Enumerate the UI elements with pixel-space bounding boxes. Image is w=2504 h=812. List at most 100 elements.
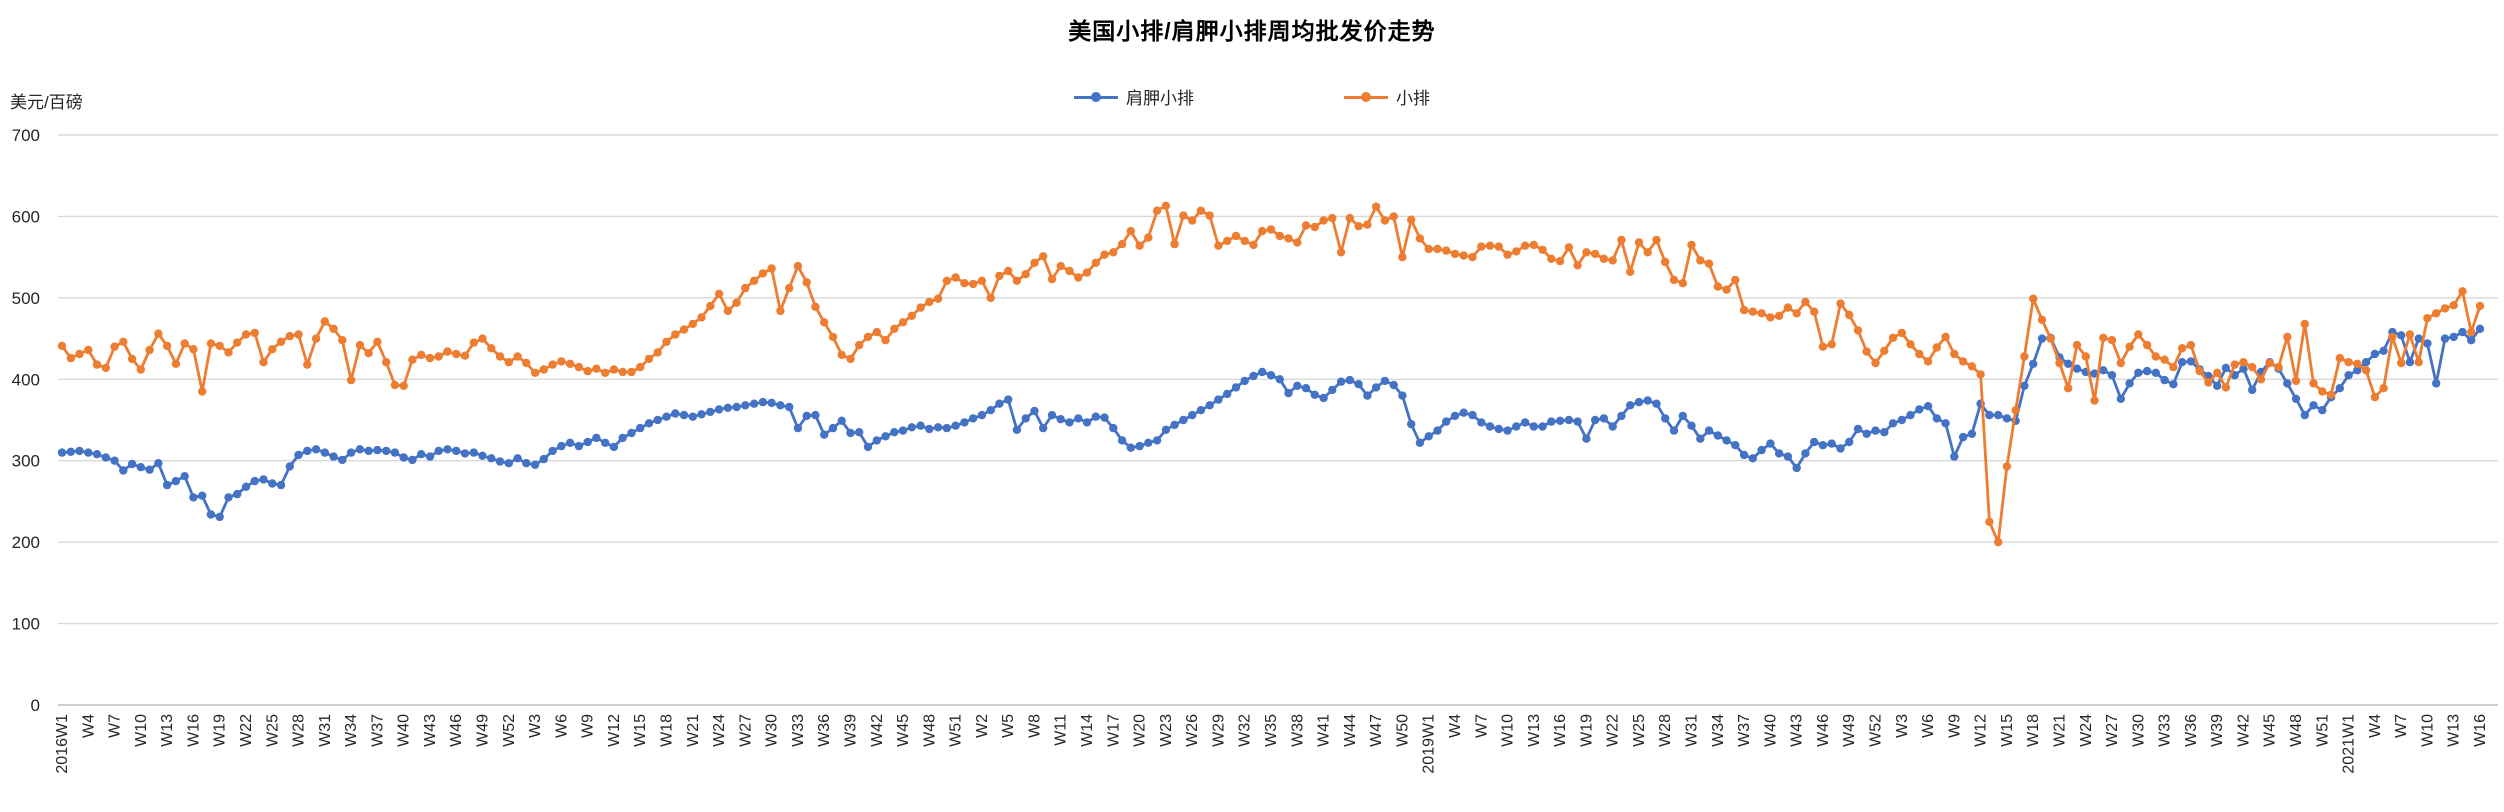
svg-text:W16: W16: [185, 714, 202, 747]
svg-text:200: 200: [12, 533, 40, 552]
svg-text:W34: W34: [343, 714, 360, 747]
y-axis-unit-label: 美元/百磅: [10, 93, 83, 112]
svg-text:W37: W37: [369, 714, 386, 747]
svg-text:W24: W24: [2078, 714, 2095, 747]
legend-item-shoulder-ribs: 肩胛小排: [1074, 84, 1194, 109]
svg-text:W25: W25: [1631, 714, 1648, 747]
svg-text:W15: W15: [1999, 714, 2016, 747]
svg-text:W40: W40: [396, 714, 413, 747]
svg-text:W8: W8: [1026, 714, 1043, 738]
svg-text:W36: W36: [2183, 714, 2200, 747]
blue-line-marker-icon: [1074, 91, 1118, 102]
svg-text:0: 0: [31, 696, 40, 715]
svg-text:W17: W17: [1105, 714, 1122, 747]
svg-text:W7: W7: [1473, 714, 1490, 738]
svg-text:W3: W3: [527, 714, 544, 738]
svg-text:W24: W24: [711, 714, 728, 747]
svg-text:W6: W6: [553, 714, 570, 738]
legend-label-shoulder-ribs: 肩胛小排: [1126, 89, 1194, 108]
svg-text:2019W1: 2019W1: [1421, 714, 1438, 774]
svg-text:300: 300: [12, 452, 40, 471]
svg-text:W22: W22: [238, 714, 255, 747]
svg-text:W42: W42: [2235, 714, 2252, 747]
svg-text:W29: W29: [1210, 714, 1227, 747]
series-ribs: [57, 201, 2485, 547]
svg-text:W23: W23: [1158, 714, 1175, 747]
svg-text:W21: W21: [685, 714, 702, 747]
legend-dot: [1361, 91, 1371, 102]
svg-text:W31: W31: [1684, 714, 1701, 747]
svg-text:W28: W28: [291, 714, 308, 747]
legend-label-ribs: 小排: [1396, 89, 1430, 108]
svg-text:W52: W52: [501, 714, 518, 747]
svg-text:W41: W41: [1316, 714, 1333, 747]
svg-text:W31: W31: [317, 714, 334, 747]
svg-text:W13: W13: [1526, 714, 1543, 747]
svg-text:500: 500: [12, 289, 40, 308]
chart-title: 美国小排/肩胛小排周均批发价走势: [1068, 18, 1436, 44]
svg-text:W9: W9: [1946, 714, 1963, 738]
svg-text:W48: W48: [921, 714, 938, 747]
svg-text:W7: W7: [107, 714, 124, 738]
svg-text:W25: W25: [264, 714, 281, 747]
svg-text:W15: W15: [632, 714, 649, 747]
svg-text:W45: W45: [2262, 714, 2279, 747]
svg-text:W39: W39: [842, 714, 859, 747]
y-axis-tick-labels: 0 100 200 300 400 500 600 700: [12, 126, 40, 715]
svg-text:W13: W13: [2446, 714, 2463, 747]
svg-text:W14: W14: [1079, 714, 1096, 747]
svg-text:W18: W18: [2025, 714, 2042, 747]
svg-text:W51: W51: [2314, 714, 2331, 747]
svg-text:W46: W46: [448, 714, 465, 747]
svg-text:W42: W42: [869, 714, 886, 747]
svg-text:W19: W19: [1578, 714, 1595, 747]
svg-text:W22: W22: [1605, 714, 1622, 747]
svg-text:W49: W49: [1841, 714, 1858, 747]
svg-text:W30: W30: [764, 714, 781, 747]
svg-text:W5: W5: [1000, 714, 1017, 738]
x-axis-tick-labels: 2016W1 W4 W7 W10 W13 W16 W19 W22 W25 W28 W31 W34 W37…: [54, 714, 2489, 774]
svg-text:W12: W12: [606, 714, 623, 747]
svg-text:W4: W4: [1447, 714, 1464, 738]
svg-text:W7: W7: [2393, 714, 2410, 738]
svg-text:W51: W51: [948, 714, 965, 747]
legend-dot: [1091, 91, 1101, 102]
svg-text:W10: W10: [2419, 714, 2436, 747]
svg-text:W13: W13: [159, 714, 176, 747]
svg-text:W21: W21: [2051, 714, 2068, 747]
svg-text:W10: W10: [1500, 714, 1517, 747]
svg-text:W44: W44: [1342, 714, 1359, 747]
gridlines: [58, 134, 2498, 706]
svg-text:2016W1: 2016W1: [54, 714, 71, 774]
svg-text:W43: W43: [1789, 714, 1806, 747]
svg-text:W3: W3: [1894, 714, 1911, 738]
svg-text:W33: W33: [790, 714, 807, 747]
svg-text:100: 100: [12, 615, 40, 634]
svg-text:W6: W6: [1920, 714, 1937, 738]
svg-text:W50: W50: [1394, 714, 1411, 747]
svg-text:W39: W39: [2209, 714, 2226, 747]
svg-text:W19: W19: [212, 714, 229, 747]
svg-text:W35: W35: [1263, 714, 1280, 747]
svg-text:W52: W52: [1868, 714, 1885, 747]
svg-text:W49: W49: [475, 714, 492, 747]
svg-text:W47: W47: [1368, 714, 1385, 747]
svg-text:W4: W4: [2367, 714, 2384, 738]
svg-text:W36: W36: [816, 714, 833, 747]
svg-text:700: 700: [12, 126, 40, 145]
svg-text:W46: W46: [1815, 714, 1832, 747]
svg-text:W45: W45: [895, 714, 912, 747]
svg-text:W40: W40: [1762, 714, 1779, 747]
svg-text:W30: W30: [2130, 714, 2147, 747]
orange-line-marker-icon: [1344, 91, 1388, 102]
svg-text:W2: W2: [974, 714, 991, 738]
svg-text:W38: W38: [1289, 714, 1306, 747]
svg-text:W32: W32: [1237, 714, 1254, 747]
svg-text:W33: W33: [2157, 714, 2174, 747]
legend-item-ribs: 小排: [1344, 84, 1430, 109]
svg-text:W48: W48: [2288, 714, 2305, 747]
svg-text:W18: W18: [659, 714, 676, 747]
svg-text:W9: W9: [580, 714, 597, 738]
